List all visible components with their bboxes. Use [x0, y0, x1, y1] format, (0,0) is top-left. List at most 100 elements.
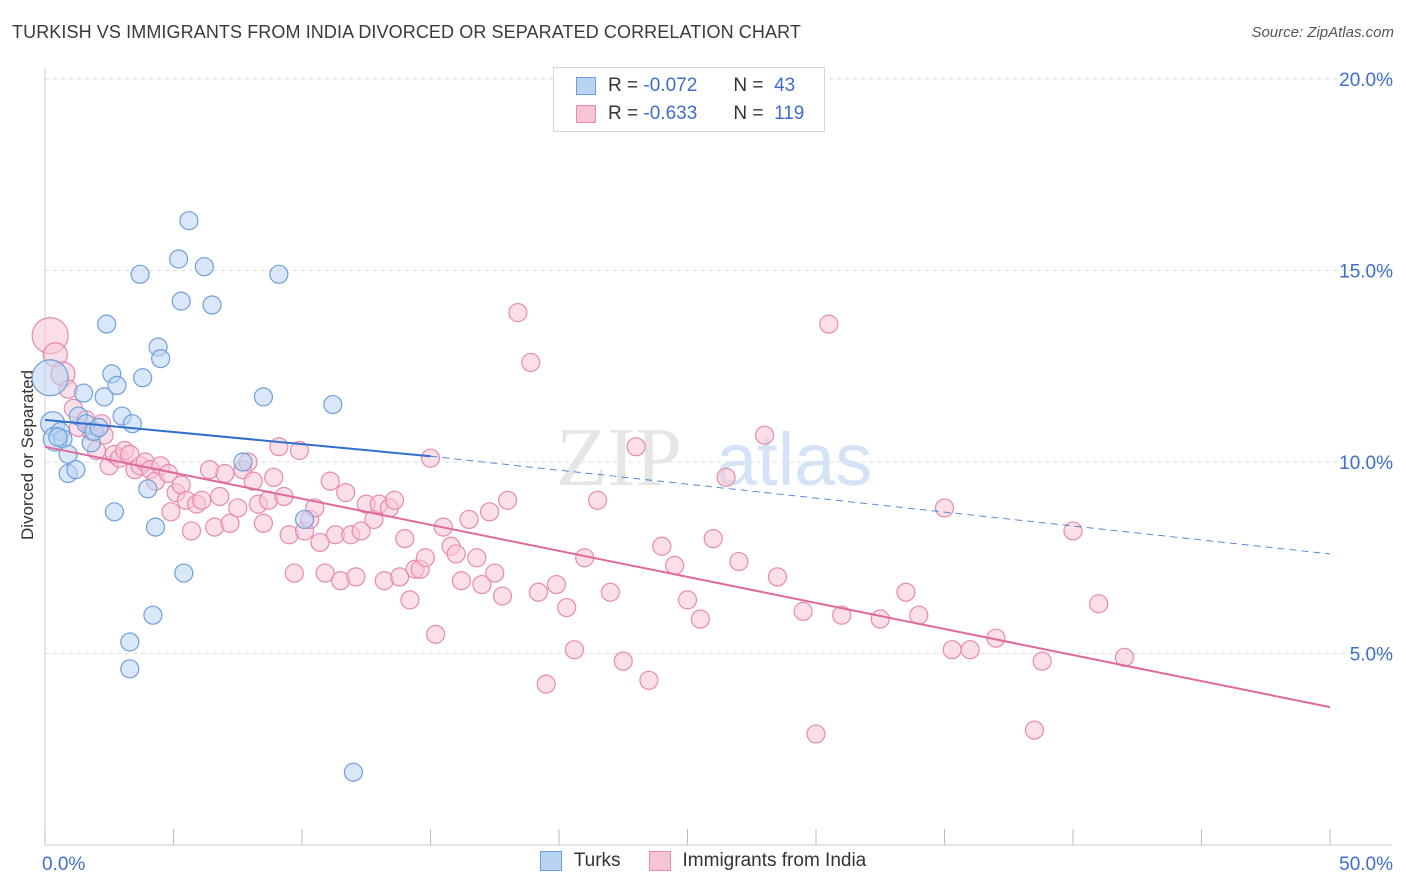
india-point	[161, 502, 181, 522]
india-point	[243, 471, 263, 491]
r-label: R =	[608, 75, 639, 96]
india-point	[253, 513, 274, 533]
watermark: ZIP atlas	[556, 411, 872, 504]
y-tick-label: 5.0%	[1350, 645, 1393, 666]
india-point	[557, 597, 577, 618]
turks-point	[269, 264, 289, 284]
india-point	[536, 674, 556, 694]
turks-point	[194, 257, 214, 277]
india-point	[336, 483, 356, 503]
india-point	[472, 574, 492, 595]
india-point	[210, 486, 230, 507]
india-point	[181, 521, 202, 541]
turks-point	[31, 359, 69, 397]
turks-point	[104, 502, 124, 522]
n-label: N =	[733, 103, 764, 124]
n-value: 43	[774, 75, 796, 96]
india-point	[677, 590, 698, 610]
india-point	[754, 425, 775, 445]
series-legend: Turks Immigrants from India	[0, 850, 1406, 872]
india-point	[832, 605, 852, 625]
india-point	[934, 498, 955, 518]
india-point	[690, 609, 710, 629]
turks-point	[151, 348, 171, 369]
india-point	[310, 532, 330, 553]
turks-point	[130, 264, 150, 284]
turks-point	[120, 632, 140, 652]
turks-point	[343, 762, 363, 782]
india-point	[351, 521, 371, 541]
india-swatch	[576, 105, 596, 123]
india-point	[264, 467, 284, 487]
india-point	[320, 471, 340, 491]
y-tick-label: 20.0%	[1339, 70, 1393, 91]
india-point	[384, 490, 405, 510]
india-point	[665, 555, 685, 576]
india-point	[467, 548, 487, 568]
turks-point	[107, 375, 127, 395]
turks-point	[66, 460, 86, 480]
india-point	[1063, 521, 1083, 541]
axes	[44, 68, 1392, 846]
turks-point	[174, 563, 194, 583]
turks-point	[97, 314, 117, 334]
india-point	[400, 590, 420, 610]
turks-point	[145, 517, 166, 537]
n-value: 119	[774, 103, 805, 124]
india-point	[564, 640, 585, 660]
india-legend-swatch	[648, 851, 671, 871]
india-point	[528, 582, 549, 602]
legend-row-india: R = -0.633 N = 119	[554, 100, 804, 128]
turks-point	[122, 414, 142, 434]
trend-lines	[44, 418, 1331, 709]
turks-point	[120, 659, 140, 679]
india-point	[451, 571, 471, 591]
india-point	[703, 528, 723, 549]
india-point	[498, 490, 518, 510]
india-point	[716, 467, 736, 487]
india-point	[1032, 651, 1052, 671]
legend-item-turks[interactable]: Turks	[539, 850, 621, 872]
india-point	[420, 448, 441, 468]
india-point	[960, 640, 980, 660]
y-tick-label: 15.0%	[1339, 262, 1393, 283]
r-label: R =	[608, 103, 639, 124]
india-point	[315, 563, 335, 583]
watermark-zip: ZIP	[556, 411, 682, 504]
turks-point	[233, 452, 253, 472]
india-point	[192, 490, 212, 510]
turks-legend-swatch	[539, 851, 562, 871]
turks-point	[133, 368, 153, 388]
x-tick-label: 50.0%	[1339, 854, 1393, 875]
india-point	[395, 528, 415, 549]
india-point	[652, 536, 672, 556]
turks-point	[323, 394, 343, 415]
india-point	[546, 574, 567, 595]
turks-point	[89, 417, 109, 438]
india-point	[485, 563, 505, 583]
india-point	[793, 601, 813, 621]
turks-point	[73, 383, 94, 403]
r-value: -0.072	[643, 75, 698, 96]
source-label: Source: ZipAtlas.com	[1251, 24, 1394, 41]
india-point	[492, 586, 513, 606]
turks-point	[48, 427, 68, 447]
india-point	[870, 609, 890, 629]
turks-point	[294, 509, 315, 530]
india-point	[587, 490, 608, 510]
legend-row-turks: R = -0.072 N = 43	[554, 72, 795, 100]
india-point	[819, 314, 839, 334]
india-point	[426, 624, 446, 644]
legend-label-turks: Turks	[573, 850, 621, 871]
india-point	[459, 509, 479, 530]
turks-swatch	[576, 77, 596, 95]
india-points	[31, 303, 1135, 744]
turks-point	[202, 295, 222, 315]
turks-point	[169, 249, 189, 269]
legend-label-india: Immigrants from India	[682, 850, 867, 871]
india-point	[508, 303, 528, 323]
legend-item-india[interactable]: Immigrants from India	[648, 850, 867, 872]
india-point	[446, 544, 466, 564]
turks-point	[253, 387, 274, 407]
